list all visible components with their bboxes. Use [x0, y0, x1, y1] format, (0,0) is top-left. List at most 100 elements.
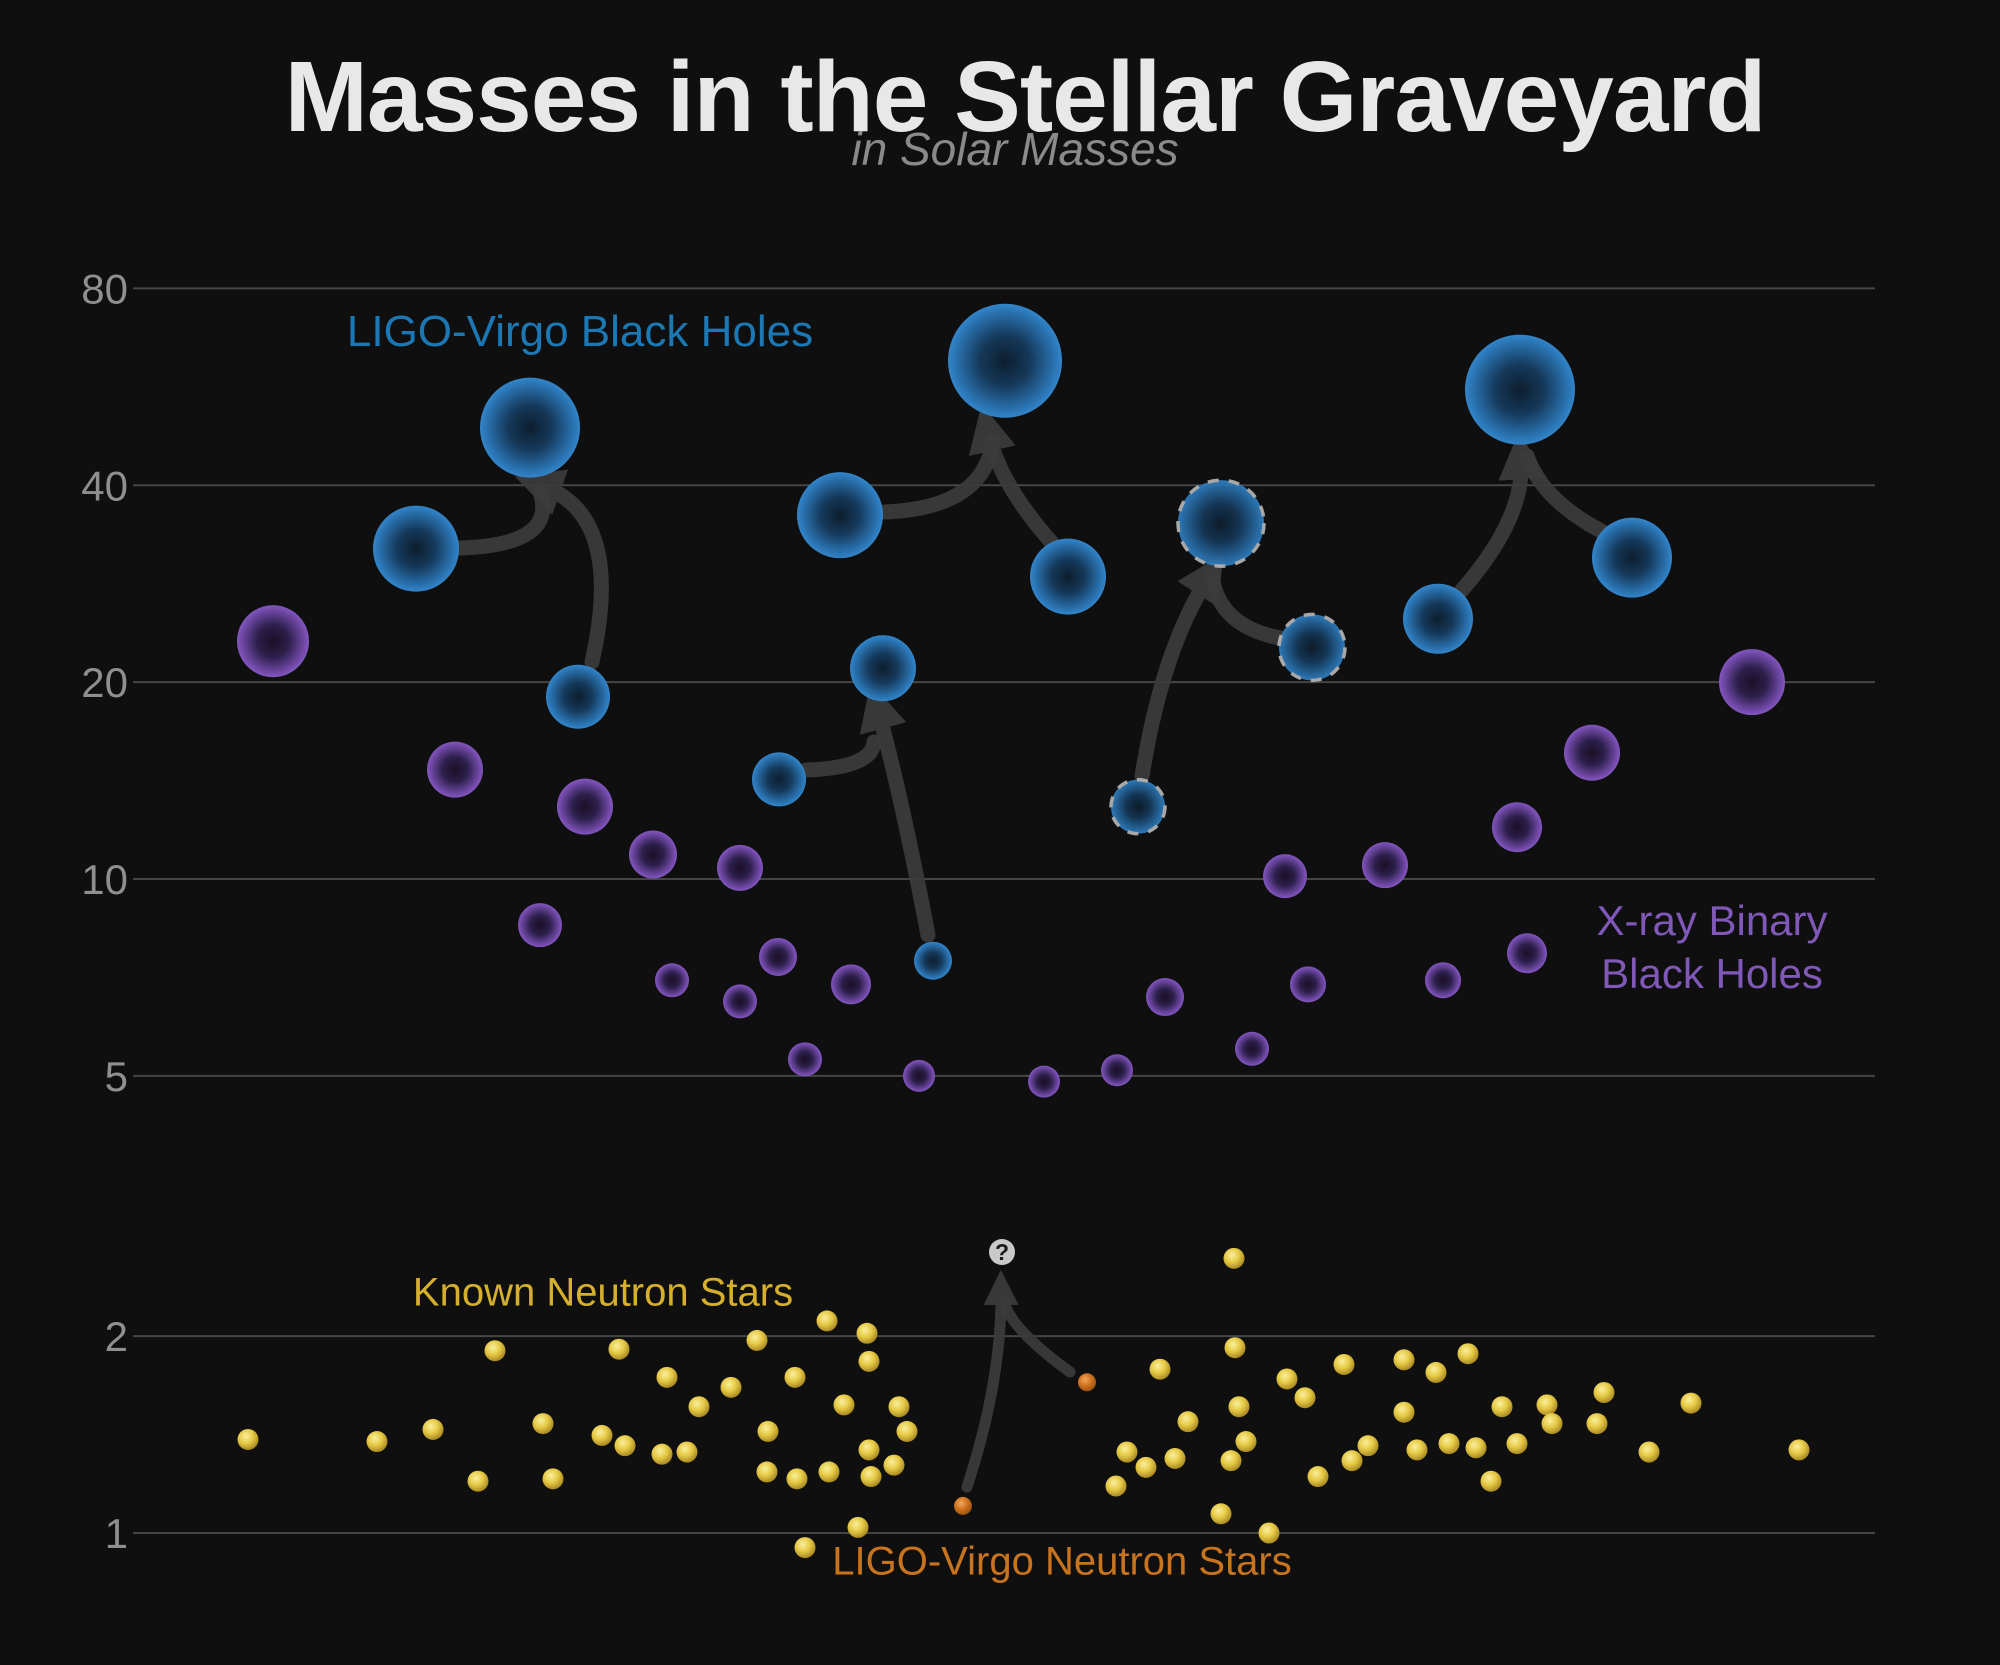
known-neutron-stars-point	[818, 1461, 840, 1483]
known-neutron-stars-point	[1105, 1475, 1127, 1497]
known-neutron-stars-point	[896, 1420, 918, 1442]
known-neutron-stars-point	[794, 1537, 816, 1559]
xray-binary-black-holes-point	[1362, 842, 1408, 889]
merger-arrow	[1134, 553, 1224, 784]
known-neutron-stars-point	[1258, 1522, 1280, 1544]
merger-arrow	[798, 734, 882, 778]
known-neutron-stars-point	[676, 1441, 698, 1463]
known-neutron-stars-point	[847, 1516, 869, 1538]
ligo-virgo-black-holes-point	[1109, 777, 1167, 836]
y-tick-label-1: 1	[105, 1510, 128, 1557]
merger-arrow	[877, 432, 1001, 520]
ligo-virgo-neutron-stars-point	[1078, 1373, 1096, 1392]
known-neutron-stars-point	[467, 1470, 489, 1492]
known-neutron-stars-point	[860, 1466, 882, 1488]
xray-binary-black-holes-point	[427, 741, 483, 798]
ligo-virgo-black-holes-point	[1277, 612, 1347, 683]
xray-binary-black-holes-point	[655, 963, 689, 998]
data-points-layer	[237, 303, 1810, 1559]
known-neutron-stars-point	[1541, 1413, 1563, 1435]
known-neutron-stars-point	[856, 1322, 878, 1344]
known-neutron-stars-point	[1680, 1392, 1702, 1414]
page-subtitle: in Solar Masses	[851, 123, 1179, 175]
known-neutron-stars-point	[756, 1461, 778, 1483]
known-neutron-stars-point	[883, 1454, 905, 1476]
ligo-virgo-black-holes-point	[752, 752, 806, 807]
known-neutron-stars-point	[237, 1428, 259, 1450]
known-neutron-stars-point	[1536, 1394, 1558, 1416]
ligo-virgo-black-holes-point	[914, 941, 952, 980]
known-neutron-stars-point	[656, 1366, 678, 1388]
y-tick-label-5: 5	[105, 1053, 128, 1100]
known-neutron-stars-point	[1393, 1401, 1415, 1423]
known-neutron-stars-point	[1164, 1447, 1186, 1469]
known-neutron-stars-point	[484, 1340, 506, 1362]
xray-binary-black-holes-point	[629, 830, 677, 879]
ligo-virgo-black-holes-point	[546, 664, 610, 729]
known-neutron-stars-point	[651, 1443, 673, 1465]
known-neutron-stars-point	[786, 1468, 808, 1490]
known-neutron-stars-point	[614, 1435, 636, 1457]
xray-binary-black-holes-point	[1028, 1065, 1060, 1098]
known-neutron-stars-point	[542, 1468, 564, 1490]
label-ligo-virgo-black-holes: LIGO-Virgo Black Holes	[346, 307, 814, 356]
xray-binary-black-holes-point	[717, 844, 763, 891]
merger-arrow	[1519, 448, 1611, 540]
known-neutron-stars-point	[1406, 1439, 1428, 1461]
known-neutron-stars-point	[1457, 1343, 1479, 1365]
known-neutron-stars-point	[1116, 1441, 1138, 1463]
merger-arrow	[1204, 567, 1288, 646]
merger-arrow	[998, 1296, 1076, 1378]
xray-binary-black-holes-point	[1507, 933, 1547, 974]
unknown-marker-layer: ?	[989, 1239, 1015, 1265]
known-neutron-stars-point	[608, 1338, 630, 1360]
y-tick-label-80: 80	[81, 265, 128, 312]
known-neutron-stars-point	[1135, 1456, 1157, 1478]
xray-binary-black-holes-point	[1101, 1054, 1133, 1087]
ligo-virgo-black-holes-point	[1465, 334, 1575, 445]
xray-binary-black-holes-point	[1719, 649, 1785, 716]
known-neutron-stars-point	[366, 1431, 388, 1453]
y-tick-label-40: 40	[81, 462, 128, 509]
xray-binary-black-holes-point	[1492, 802, 1542, 853]
known-neutron-stars-point	[422, 1418, 444, 1440]
known-neutron-stars-point	[1491, 1396, 1513, 1418]
y-tick-label-2: 2	[105, 1313, 128, 1360]
xray-binary-black-holes-point	[723, 984, 757, 1019]
known-neutron-stars-point	[1480, 1470, 1502, 1492]
xray-binary-black-holes-point	[1290, 966, 1326, 1003]
xray-binary-black-holes-point	[237, 605, 309, 678]
xray-binary-black-holes-point	[831, 964, 871, 1005]
known-neutron-stars-point	[688, 1396, 710, 1418]
y-tick-label-20: 20	[81, 659, 128, 706]
known-neutron-stars-point	[888, 1396, 910, 1418]
known-neutron-stars-point	[532, 1413, 554, 1435]
known-neutron-stars-point	[1593, 1381, 1615, 1403]
ligo-virgo-black-holes-point	[1176, 478, 1266, 568]
known-neutron-stars-point	[1425, 1361, 1447, 1383]
known-neutron-stars-point	[1465, 1437, 1487, 1459]
xray-binary-black-holes-point	[1263, 854, 1307, 899]
label-known-neutron-stars: Known Neutron Stars	[412, 1270, 794, 1315]
merger-arrow	[1454, 431, 1547, 598]
known-neutron-stars-point	[858, 1350, 880, 1372]
known-neutron-stars-point	[757, 1420, 779, 1442]
ligo-virgo-neutron-stars-point	[954, 1496, 972, 1515]
ligo-virgo-black-holes-point	[948, 303, 1062, 418]
known-neutron-stars-point	[1438, 1433, 1460, 1455]
merger-arrows-layer	[452, 403, 1611, 1493]
known-neutron-stars-point	[816, 1310, 838, 1332]
known-neutron-stars-point	[1393, 1349, 1415, 1371]
known-neutron-stars-point	[833, 1394, 855, 1416]
known-neutron-stars-point	[1307, 1466, 1329, 1488]
known-neutron-stars-point	[1224, 1337, 1246, 1359]
known-neutron-stars-point	[720, 1376, 742, 1398]
merger-arrow	[968, 403, 1061, 552]
xray-binary-black-holes-point	[1235, 1031, 1269, 1066]
y-tick-label-10: 10	[81, 856, 128, 903]
xray-binary-black-holes-point	[557, 778, 613, 835]
known-neutron-stars-point	[1333, 1353, 1355, 1375]
merger-arrow	[859, 682, 936, 943]
